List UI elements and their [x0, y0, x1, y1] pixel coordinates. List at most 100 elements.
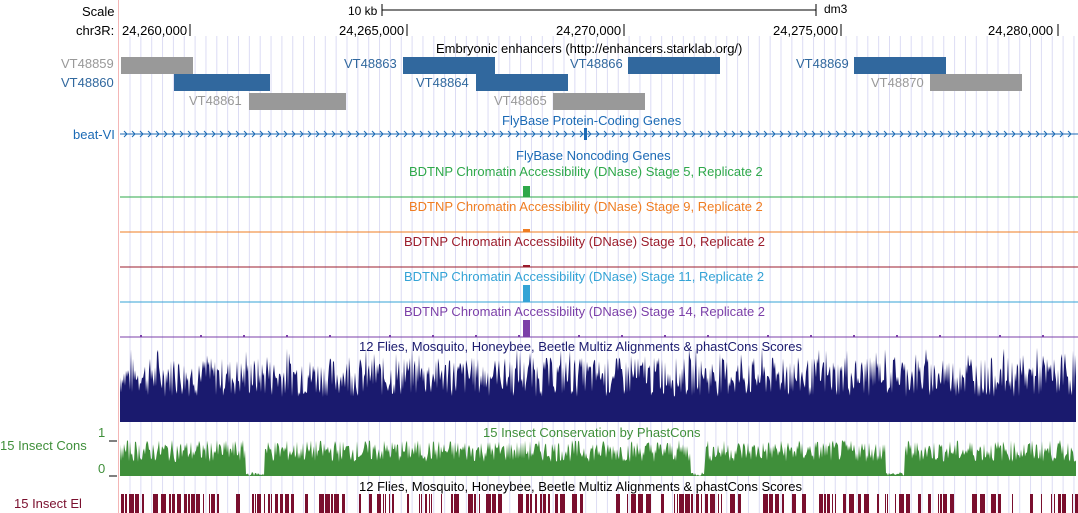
conserved-element — [843, 494, 846, 513]
gene-strand-chevron — [667, 130, 672, 138]
gene-strand-chevron — [635, 130, 640, 138]
enhancer-label[interactable]: VT48870 — [871, 75, 924, 90]
conserved-element — [257, 494, 261, 513]
gene-strand-chevron — [699, 130, 704, 138]
conserved-element — [718, 494, 719, 513]
conserved-element — [763, 494, 768, 513]
enhancer-label[interactable]: VT48859 — [61, 56, 114, 71]
conserved-element — [196, 494, 200, 513]
gene-strand-chevron — [403, 130, 408, 138]
conserved-element — [928, 494, 931, 513]
conserved-element — [305, 494, 308, 513]
enhancer-label[interactable]: VT48869 — [796, 56, 849, 71]
enhancer-label[interactable]: VT48863 — [344, 56, 397, 71]
gene-strand-chevron — [467, 130, 472, 138]
gene-strand-chevron — [659, 130, 664, 138]
conserved-element — [792, 494, 796, 513]
gene-strand-chevron — [203, 130, 208, 138]
conserved-element — [827, 494, 830, 513]
cons-wiggle-fill — [120, 440, 1076, 476]
conserved-element — [498, 494, 502, 513]
gene-strand-chevron — [571, 130, 576, 138]
gene-strand-chevron — [539, 130, 544, 138]
conserved-element — [998, 494, 1001, 513]
gene-strand-chevron — [779, 130, 784, 138]
gene-strand-chevron — [979, 130, 984, 138]
gene-strand-chevron — [1019, 130, 1024, 138]
gene-strand-chevron — [811, 130, 816, 138]
gene-strand-chevron — [395, 130, 400, 138]
assembly-label: dm3 — [824, 2, 848, 16]
conserved-element — [177, 494, 181, 513]
elements-track-label[interactable]: 15 Insect El — [14, 496, 82, 511]
enhancer-track[interactable] — [121, 57, 1022, 110]
gene-strand-chevron — [691, 130, 696, 138]
multiz-wiggle-fill — [120, 347, 1076, 422]
enhancer-box — [249, 93, 346, 110]
gene-strand-chevron — [843, 130, 848, 138]
conserved-element — [677, 494, 678, 513]
conserved-element — [738, 494, 741, 513]
gene-strand-chevron — [875, 130, 880, 138]
dnase-tracks[interactable] — [120, 186, 1078, 338]
gene-strand-chevron — [347, 130, 352, 138]
enhancer-box — [121, 57, 193, 74]
gene-strand-chevron — [243, 130, 248, 138]
gene-strand-chevron — [419, 130, 424, 138]
dnase-minor-peak — [243, 335, 245, 337]
gene-strand-chevron — [547, 130, 552, 138]
conserved-element — [540, 494, 542, 513]
gene-strand-chevron — [443, 130, 448, 138]
enhancer-box — [174, 74, 270, 91]
insect-cons-wiggle[interactable] — [120, 440, 1076, 476]
cons-track-label[interactable]: 15 Insect Cons — [0, 438, 87, 453]
position-label: 24,265,000 — [339, 23, 405, 38]
conserved-element — [209, 494, 210, 513]
conserved-element — [638, 494, 643, 513]
conserved-element — [121, 494, 124, 513]
gene-strand-chevron — [819, 130, 824, 138]
dnase-peak — [523, 285, 530, 302]
gene-strand-chevron — [147, 130, 152, 138]
gene-label[interactable]: beat-VI — [73, 127, 115, 142]
gene-strand-chevron — [915, 130, 920, 138]
enhancer-label[interactable]: VT48865 — [494, 93, 547, 108]
enhancer-track-title: Embryonic enhancers (http://enhancers.st… — [436, 41, 743, 56]
conserved-element — [849, 494, 854, 513]
gene-strand-chevron — [715, 130, 720, 138]
conserved-element — [429, 494, 430, 513]
enhancer-box — [628, 57, 720, 74]
gene-strand-chevron — [387, 130, 392, 138]
gene-strand-chevron — [731, 130, 736, 138]
conserved-element — [631, 494, 636, 513]
cons-max-label: 1 — [98, 425, 106, 440]
dnase-minor-peak — [389, 335, 391, 337]
conserved-element — [555, 494, 558, 513]
conserved-element — [1072, 494, 1073, 513]
conserved-element — [252, 494, 254, 513]
insect-elements-track[interactable] — [121, 494, 1078, 513]
conserved-element — [674, 494, 675, 513]
gene-strand-chevron — [379, 130, 384, 138]
gene-strand-chevron — [1027, 130, 1032, 138]
conserved-element — [943, 494, 947, 513]
gene-strand-chevron — [1059, 130, 1064, 138]
gene-strand-chevron — [451, 130, 456, 138]
enhancer-label[interactable]: VT48861 — [189, 93, 242, 108]
gene-strand-chevron — [923, 130, 928, 138]
gene-strand-chevron — [131, 130, 136, 138]
conserved-element — [580, 494, 583, 513]
dnase-minor-peak — [432, 335, 434, 337]
gene-strand-chevron — [611, 130, 616, 138]
gene-strand-chevron — [947, 130, 952, 138]
gene-beat-vi[interactable] — [120, 128, 1078, 140]
conserved-element — [135, 494, 139, 513]
enhancer-label[interactable]: VT48866 — [570, 56, 623, 71]
conserved-element — [319, 494, 324, 513]
conserved-element — [153, 494, 158, 513]
conserved-element — [184, 494, 187, 513]
multiz-wiggle[interactable] — [120, 347, 1076, 422]
enhancer-label[interactable]: VT48860 — [61, 75, 114, 90]
enhancer-label[interactable]: VT48864 — [416, 75, 469, 90]
